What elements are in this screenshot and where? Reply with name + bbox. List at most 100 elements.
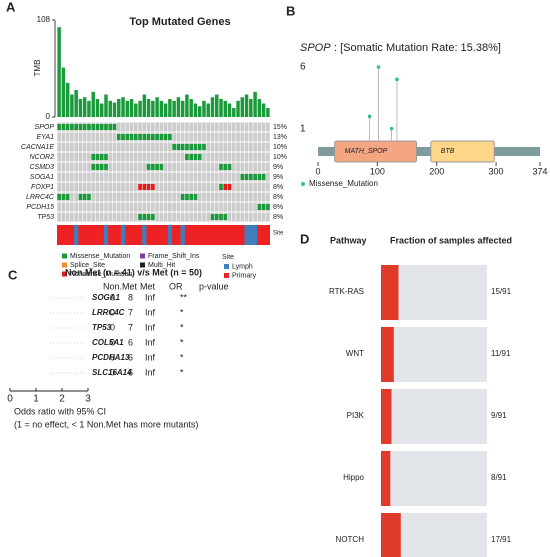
- cell: [155, 172, 159, 182]
- cell: [121, 152, 125, 162]
- cell: [99, 202, 104, 212]
- mutation: [185, 144, 189, 150]
- cell: [133, 172, 138, 182]
- cell: [87, 142, 91, 152]
- cell: [142, 152, 147, 162]
- bar: [381, 327, 394, 382]
- cell: [116, 162, 121, 172]
- cell: [57, 212, 61, 222]
- mutation: [197, 144, 202, 150]
- tmb-bar: [134, 103, 138, 117]
- cell: [253, 212, 257, 222]
- cell: 0: [110, 307, 115, 317]
- tmb-bar: [155, 97, 159, 117]
- domain: [334, 140, 418, 163]
- pct-label: 13%: [273, 134, 287, 141]
- cell: [266, 212, 270, 222]
- cell: *: [180, 352, 184, 362]
- mutation: [189, 194, 194, 200]
- gene-title: SPOP: [300, 42, 331, 54]
- cell: [253, 142, 257, 152]
- gene-label: COL5A1: [92, 338, 124, 347]
- mutation: [244, 174, 249, 180]
- cell: [108, 162, 113, 172]
- cell: [172, 182, 176, 192]
- cell: [61, 202, 66, 212]
- cell: [231, 192, 236, 202]
- cell: [219, 132, 223, 142]
- cell: [95, 202, 100, 212]
- cell: [151, 172, 155, 182]
- pct-label: 8%: [273, 194, 283, 201]
- cell: 6: [128, 367, 133, 377]
- tmb-bar: [78, 99, 83, 117]
- mutation: [193, 144, 198, 150]
- cell: [261, 212, 266, 222]
- gene-label: SOGA1: [92, 293, 121, 302]
- cell: [95, 142, 100, 152]
- tick-label: 200: [429, 166, 444, 176]
- cell: [206, 202, 211, 212]
- cell: [99, 182, 104, 192]
- cell: [210, 132, 215, 142]
- cell: [138, 162, 142, 172]
- cell: [99, 192, 104, 202]
- mutation: [249, 174, 253, 180]
- column-header: Non.Met: [103, 281, 138, 291]
- bar-bg: [381, 389, 487, 444]
- cell: [214, 192, 219, 202]
- lollipop: [376, 65, 381, 69]
- site-lymph: [252, 225, 258, 245]
- cell: [231, 132, 236, 142]
- mutation: [189, 154, 194, 160]
- cell: [163, 162, 168, 172]
- cell: [121, 142, 125, 152]
- mutation: [65, 124, 70, 130]
- cell: [70, 192, 74, 202]
- cell: [155, 152, 159, 162]
- cell: [189, 162, 194, 172]
- cell: [227, 122, 232, 132]
- cell: [91, 212, 96, 222]
- cell: [236, 192, 240, 202]
- tmb-bar: [219, 99, 223, 117]
- legend-label: Frame_Shift_Ins: [148, 253, 200, 260]
- cell: [95, 132, 100, 142]
- cell: [231, 202, 236, 212]
- cell: [180, 182, 185, 192]
- cell: 8: [128, 292, 133, 302]
- cell: [236, 182, 240, 192]
- cell: [185, 162, 189, 172]
- tmb-bar: [138, 100, 142, 117]
- cell: [172, 202, 176, 212]
- mutation: [185, 154, 189, 160]
- cell: [214, 132, 219, 142]
- legend-swatch: [224, 273, 229, 278]
- cell: [159, 182, 164, 192]
- cell: [138, 142, 142, 152]
- cell: Inf: [145, 322, 156, 332]
- tmb-bar: [257, 99, 262, 117]
- cell: [189, 172, 194, 182]
- cell: [261, 152, 266, 162]
- cell: [231, 212, 236, 222]
- mutation: [78, 124, 83, 130]
- cell: [129, 122, 134, 132]
- legend-label: Splice_Site: [70, 262, 105, 269]
- mutation: [168, 134, 172, 140]
- cell: [142, 192, 147, 202]
- tmb-bar: [189, 99, 193, 117]
- cell: [99, 172, 104, 182]
- cell: [159, 202, 164, 212]
- cell: [116, 192, 121, 202]
- panel-label: C: [8, 267, 18, 282]
- mutation: [87, 194, 91, 200]
- cell: [197, 132, 202, 142]
- mutation: [219, 184, 223, 190]
- cell: [142, 142, 147, 152]
- cell: [108, 212, 113, 222]
- tick-label: 1: [33, 394, 39, 405]
- cell: [82, 202, 87, 212]
- mutation: [61, 124, 66, 130]
- cell: [91, 192, 96, 202]
